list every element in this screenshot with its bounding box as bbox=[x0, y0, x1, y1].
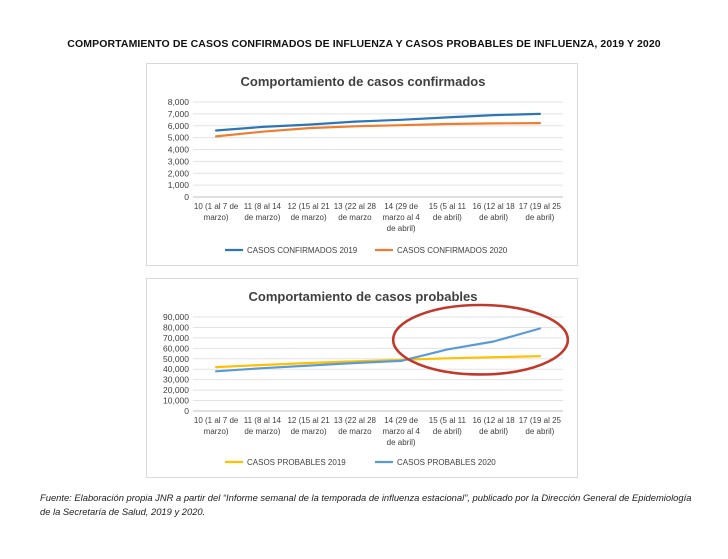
x-tick-label-line: de marzo bbox=[338, 213, 372, 222]
highlight-ellipse bbox=[391, 303, 570, 376]
x-tick-label: 14 (29 de marzo al 4 de abril) bbox=[382, 202, 420, 233]
series-line-2 bbox=[214, 327, 541, 373]
y-tick-label: 4,000 bbox=[168, 145, 190, 155]
series-line-1 bbox=[214, 355, 541, 369]
x-tick-label-line: de marzo) bbox=[244, 213, 280, 222]
y-tick-label: 2,000 bbox=[168, 168, 190, 178]
chart-probable: Comportamiento de casos probables 0 10,000… bbox=[146, 278, 578, 478]
x-tick-label-line: de abril) bbox=[387, 224, 416, 233]
x-tick-label-line: 13 (22 al 28 bbox=[334, 202, 377, 211]
x-tick-label: 17 (19 al 25 de abril) bbox=[519, 202, 562, 222]
y-tick-label: 80,000 bbox=[163, 322, 189, 332]
y-tick-label: 6,000 bbox=[168, 121, 190, 131]
x-tick-label-line: de marzo) bbox=[244, 427, 280, 436]
x-tick-label: 16 (12 al 18 de abril) bbox=[472, 416, 515, 436]
x-tick-label-line: de marzo) bbox=[291, 213, 327, 222]
y-tick-label: 70,000 bbox=[163, 333, 189, 343]
x-tick-label: 12 (15 al 21 de marzo) bbox=[287, 202, 330, 222]
y-tick-label: 1,000 bbox=[168, 180, 190, 190]
x-tick-label-line: de abril) bbox=[433, 213, 462, 222]
chart-confirmed-svg: Comportamiento de casos confirmados 0 1,00… bbox=[168, 74, 563, 255]
x-tick-label-line: 16 (12 al 18 bbox=[472, 202, 515, 211]
x-tick-label: 11 (8 al 14 de marzo) bbox=[244, 416, 282, 436]
chart-title: Comportamiento de casos confirmados bbox=[241, 74, 486, 89]
x-tick-label: 11 (8 al 14 de marzo) bbox=[244, 202, 282, 222]
x-tick-label-line: 14 (29 de bbox=[384, 416, 418, 425]
y-tick-label: 7,000 bbox=[168, 109, 190, 119]
x-tick-label-line: de abril) bbox=[479, 427, 508, 436]
chart-title: Comportamiento de casos probables bbox=[249, 289, 478, 304]
source-note: Fuente: Elaboración propia JNR a partir … bbox=[40, 492, 692, 517]
y-tick-label: 0 bbox=[184, 192, 189, 202]
x-tick-label-line: 15 (5 al 11 bbox=[429, 416, 467, 425]
x-tick-label-line: de abril) bbox=[387, 438, 416, 447]
x-tick-label: 15 (5 al 11 de abril) bbox=[429, 416, 467, 436]
chart-confirmed: Comportamiento de casos confirmados 0 1,00… bbox=[146, 63, 578, 266]
x-tick-label-line: marzo al 4 bbox=[382, 427, 420, 436]
x-tick-label-line: marzo) bbox=[204, 213, 229, 222]
y-tick-label: 8,000 bbox=[168, 97, 190, 107]
x-tick-label-line: marzo) bbox=[204, 427, 229, 436]
x-tick-label: 12 (15 al 21 de marzo) bbox=[287, 416, 330, 436]
legend-label-1: CASOS CONFIRMADOS 2019 bbox=[247, 246, 358, 255]
x-tick-label-line: de marzo) bbox=[291, 427, 327, 436]
y-tick-label: 20,000 bbox=[163, 385, 189, 395]
x-tick-label-line: 17 (19 al 25 bbox=[519, 202, 562, 211]
y-tick-label: 0 bbox=[184, 406, 189, 416]
x-tick-label-line: marzo al 4 bbox=[382, 213, 420, 222]
x-tick-label-line: 10 (1 al 7 de bbox=[194, 202, 239, 211]
chart-probable-svg: Comportamiento de casos probables 010,000… bbox=[163, 289, 570, 467]
x-tick-label-line: de marzo bbox=[338, 427, 372, 436]
y-tick-label: 50,000 bbox=[163, 354, 189, 364]
x-tick-label: 14 (29 de marzo al 4 de abril) bbox=[382, 416, 420, 447]
y-tick-label: 30,000 bbox=[163, 375, 189, 385]
series-line-2 bbox=[214, 121, 541, 138]
x-tick-label: 13 (22 al 28 de marzo bbox=[334, 202, 377, 222]
x-tick-label-line: de abril) bbox=[433, 427, 462, 436]
x-tick-label-line: 12 (15 al 21 bbox=[287, 202, 330, 211]
page-title: COMPORTAMIENTO DE CASOS CONFIRMADOS DE I… bbox=[67, 38, 661, 50]
y-tick-label: 40,000 bbox=[163, 364, 189, 374]
x-tick-label: 10 (1 al 7 de marzo) bbox=[194, 416, 239, 436]
x-tick-label-line: de abril) bbox=[525, 213, 554, 222]
y-tick-label: 10,000 bbox=[163, 396, 189, 406]
y-tick-label: 90,000 bbox=[163, 312, 189, 322]
x-tick-label-line: de abril) bbox=[525, 427, 554, 436]
x-tick-label: 17 (19 al 25 de abril) bbox=[519, 416, 562, 436]
legend-label-2: CASOS PROBABLES 2020 bbox=[397, 458, 496, 467]
x-tick-label-line: 12 (15 al 21 bbox=[287, 416, 330, 425]
x-tick-label-line: de abril) bbox=[479, 213, 508, 222]
x-tick-label-line: 17 (19 al 25 bbox=[519, 416, 562, 425]
x-tick-label-line: 16 (12 al 18 bbox=[472, 416, 515, 425]
x-tick-label-line: 10 (1 al 7 de bbox=[194, 416, 239, 425]
x-tick-label-line: 11 (8 al 14 bbox=[244, 202, 282, 211]
x-tick-label-line: 11 (8 al 14 bbox=[244, 416, 282, 425]
x-tick-label-line: 13 (22 al 28 bbox=[334, 416, 377, 425]
y-tick-label: 5,000 bbox=[168, 133, 190, 143]
x-tick-label: 16 (12 al 18 de abril) bbox=[472, 202, 515, 222]
y-tick-label: 60,000 bbox=[163, 343, 189, 353]
x-tick-label-line: 14 (29 de bbox=[384, 202, 418, 211]
legend-label-1: CASOS PROBABLES 2019 bbox=[247, 458, 346, 467]
legend-label-2: CASOS CONFIRMADOS 2020 bbox=[397, 246, 508, 255]
x-tick-label-line: 15 (5 al 11 bbox=[429, 202, 467, 211]
x-tick-label: 15 (5 al 11 de abril) bbox=[429, 202, 467, 222]
x-tick-label: 13 (22 al 28 de marzo bbox=[334, 416, 377, 436]
x-tick-label: 10 (1 al 7 de marzo) bbox=[194, 202, 239, 222]
series-line-1 bbox=[214, 112, 541, 132]
y-tick-label: 3,000 bbox=[168, 156, 190, 166]
